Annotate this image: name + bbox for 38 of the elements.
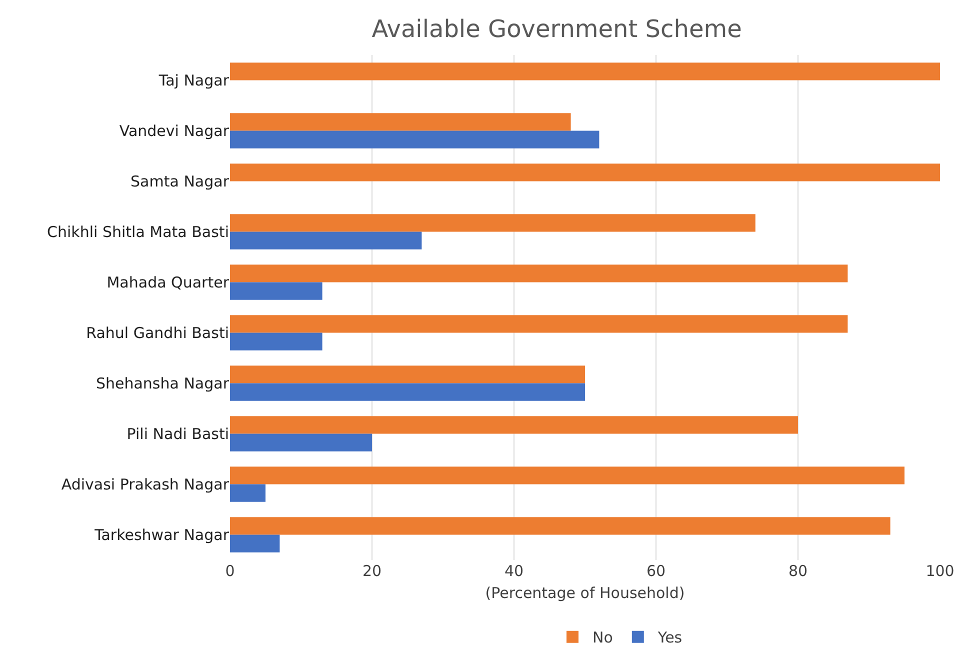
chart-title: Available Government Scheme xyxy=(372,14,742,43)
bar xyxy=(230,113,571,131)
bar xyxy=(230,282,322,300)
bar xyxy=(230,434,372,452)
bar xyxy=(230,534,280,552)
bar xyxy=(230,517,890,535)
x-tick-label: 80 xyxy=(788,562,808,580)
bar xyxy=(230,214,756,232)
bar xyxy=(230,315,848,333)
x-tick-label: 0 xyxy=(225,562,235,580)
bar xyxy=(230,383,585,401)
y-tick-label: Tarkeshwar Nagar xyxy=(94,526,230,544)
x-tick-label: 40 xyxy=(504,562,524,580)
y-tick-label: Shehansha Nagar xyxy=(96,374,230,392)
x-tick-label: 100 xyxy=(926,562,954,580)
x-axis-title: (Percentage of Household) xyxy=(485,584,685,602)
x-tick-label: 60 xyxy=(646,562,666,580)
y-tick-label: Mahada Quarter xyxy=(106,274,230,292)
y-tick-label: Adivasi Prakash Nagar xyxy=(61,476,230,494)
x-tick-label: 20 xyxy=(362,562,382,580)
bar xyxy=(230,466,904,484)
bar xyxy=(230,332,322,350)
bar xyxy=(230,484,266,502)
y-tick-label: Chikhli Shitla Mata Basti xyxy=(47,223,229,241)
legend-label: No xyxy=(592,628,613,647)
bar xyxy=(230,416,798,434)
y-tick-label: Taj Nagar xyxy=(158,72,230,90)
bar xyxy=(230,264,848,282)
bar xyxy=(230,62,940,80)
bar xyxy=(230,232,422,250)
bar xyxy=(230,164,940,182)
bar xyxy=(230,130,600,148)
y-tick-label: Pili Nadi Basti xyxy=(126,425,229,443)
bar xyxy=(230,366,585,384)
y-tick-label: Samta Nagar xyxy=(130,172,230,190)
legend-label: Yes xyxy=(656,628,682,647)
y-tick-label: Rahul Gandhi Basti xyxy=(86,324,229,342)
y-tick-label: Vandevi Nagar xyxy=(119,122,230,140)
